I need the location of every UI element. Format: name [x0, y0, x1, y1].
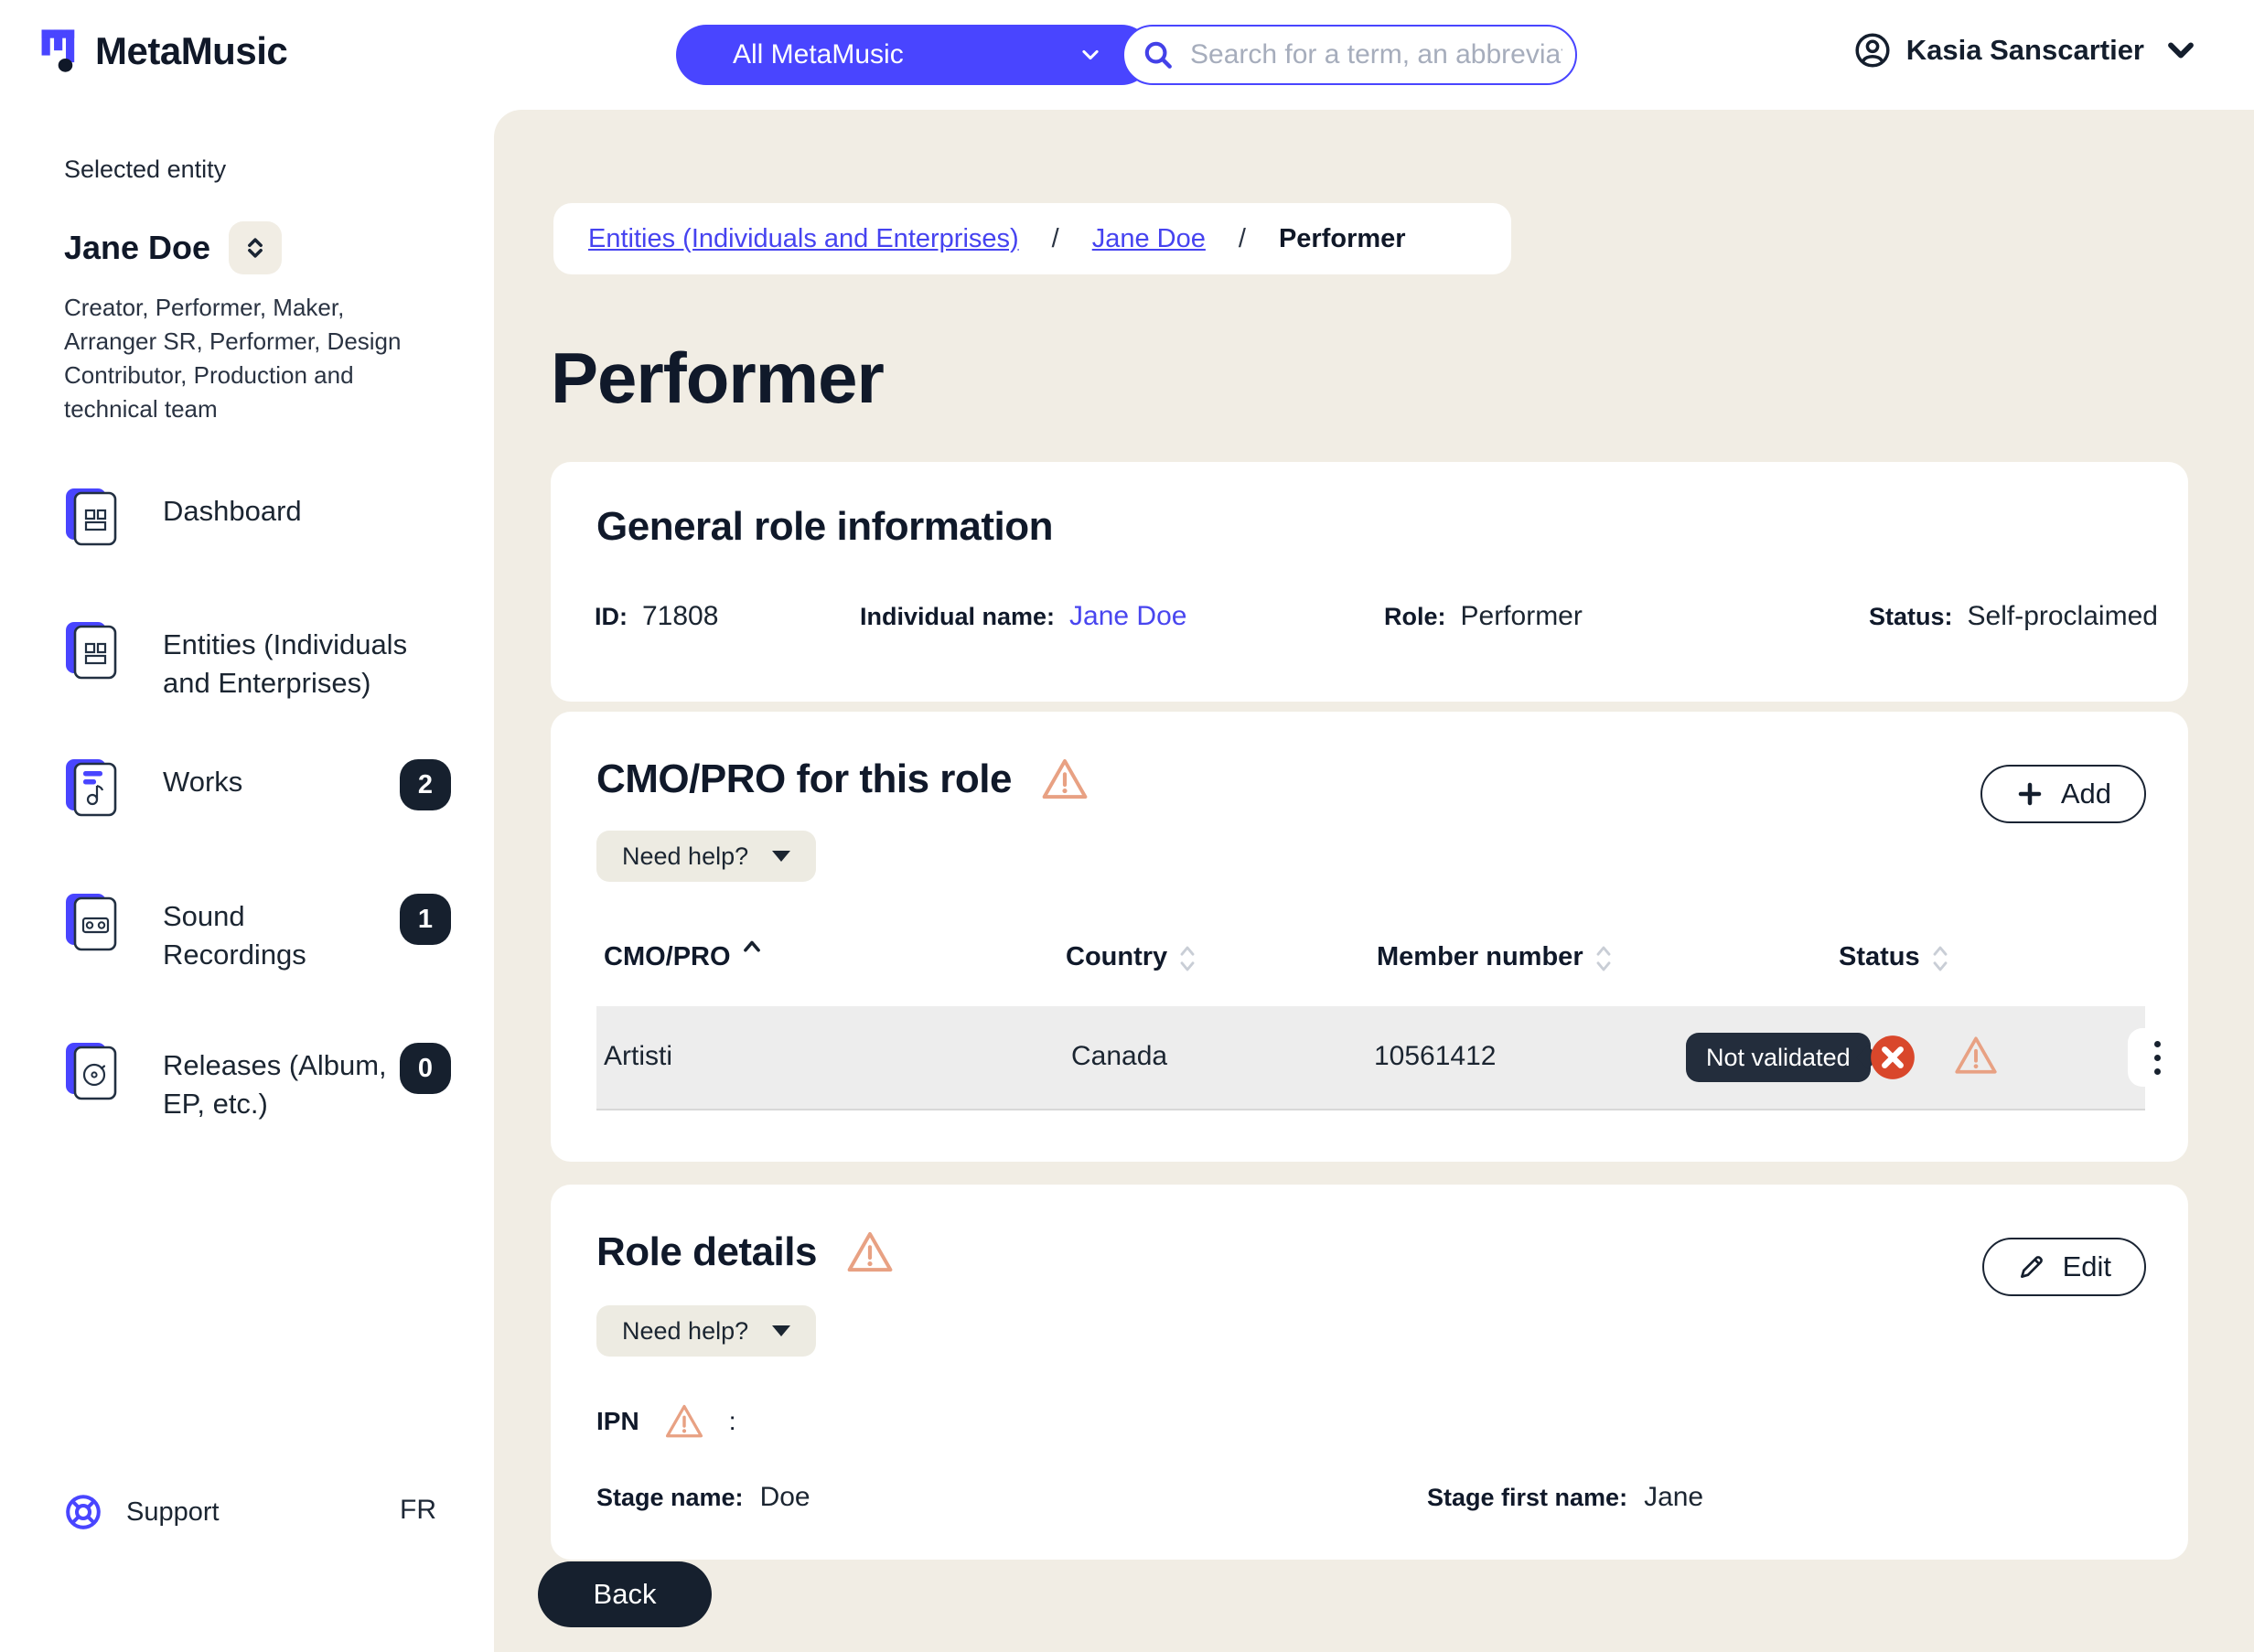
sidebar-item-works[interactable]: Works: [64, 756, 242, 824]
sidebar-item-releases[interactable]: Releases (Album, EP, etc.): [64, 1039, 424, 1123]
row-menu-button[interactable]: [2128, 1028, 2186, 1087]
breadcrumb-separator: /: [1238, 223, 1246, 253]
selected-entity-label: Selected entity: [64, 156, 227, 183]
sidebar-item-label: Releases (Album, EP, etc.): [163, 1049, 387, 1120]
warning-icon: [1039, 754, 1090, 805]
general-role-info-card: General role information ID: 71808 Indiv…: [551, 462, 2188, 702]
cmo-pro-title: CMO/PRO for this role: [596, 756, 1012, 801]
entities-icon: [64, 618, 121, 687]
ipn-label: IPN: [596, 1407, 639, 1435]
sort-icon: [1593, 942, 1615, 982]
field-individual-name: Individual name: Jane Doe: [860, 601, 1187, 631]
search-field-wrap: [1122, 25, 1577, 85]
works-icon: [64, 756, 121, 824]
breadcrumb-separator: /: [1051, 223, 1059, 253]
global-search-group: All MetaMusic: [676, 25, 1577, 85]
support-label: Support: [126, 1496, 220, 1527]
breadcrumb: Entities (Individuals and Enterprises) /…: [553, 203, 1511, 274]
selected-entity: Jane Doe: [64, 221, 283, 274]
brand-name: MetaMusic: [95, 28, 288, 72]
cell-country: Canada: [1071, 1041, 1168, 1071]
releases-icon: [64, 1039, 121, 1108]
brand-logo: MetaMusic: [38, 24, 288, 78]
table-row: Artisti Canada 10561412 Not validated: [596, 1006, 2186, 1110]
pencil-icon: [2017, 1252, 2046, 1282]
add-button[interactable]: Add: [1980, 765, 2146, 823]
sort-icon: [1929, 942, 1951, 982]
language-toggle[interactable]: FR: [400, 1495, 436, 1525]
stage-first-name-field: Stage first name: Jane: [1427, 1482, 1704, 1512]
warning-icon: [844, 1227, 896, 1278]
table-header-row: CMO/PRO Country Member number: [596, 937, 2146, 992]
breadcrumb-link-jane-doe[interactable]: Jane Doe: [1091, 223, 1206, 253]
cell-cmo-pro: Artisti: [604, 1041, 672, 1071]
column-header-country[interactable]: Country: [1066, 942, 1198, 982]
need-help-dropdown[interactable]: Need help?: [596, 1305, 817, 1357]
sound-recordings-count-badge: 1: [400, 894, 451, 945]
page-title: Performer: [551, 338, 885, 418]
sidebar-item-entities[interactable]: Entities (Individuals and Enterprises): [64, 618, 424, 703]
role-details-card: Role details Edit: [551, 1185, 2188, 1560]
plus-icon: [2015, 779, 2045, 809]
field-id: ID: 71808: [595, 601, 719, 631]
sidebar: Selected entity Jane Doe Creator, Perfor…: [0, 110, 494, 1652]
role-details-title: Role details: [596, 1229, 817, 1274]
user-menu[interactable]: Kasia Sanscartier: [1853, 31, 2197, 70]
cell-member-number: 10561412: [1374, 1041, 1497, 1071]
search-scope-value: All MetaMusic: [733, 39, 904, 70]
dashboard-icon: [64, 485, 121, 553]
ipn-field: IPN :: [596, 1400, 759, 1443]
chevron-down-icon: [2164, 37, 2197, 64]
life-ring-icon: [64, 1493, 102, 1531]
top-header: MetaMusic All MetaMusic: [0, 0, 2254, 110]
x-circle-icon: [1869, 1034, 1916, 1081]
cmo-pro-card: CMO/PRO for this role Add Need help?: [551, 712, 2188, 1162]
entity-switch-button[interactable]: [229, 221, 283, 274]
sort-asc-icon: [740, 933, 764, 963]
field-status: Status: Self-proclaimed: [1869, 601, 2158, 631]
search-scope-select[interactable]: All MetaMusic: [676, 25, 1152, 85]
chevron-down-icon: [1079, 43, 1102, 71]
caret-down-icon: [772, 1325, 791, 1336]
sidebar-item-dashboard[interactable]: Dashboard: [64, 485, 302, 553]
search-icon: [1141, 38, 1175, 72]
warning-icon: [663, 1400, 705, 1443]
search-input[interactable]: [1188, 38, 1564, 71]
user-name: Kasia Sanscartier: [1905, 34, 2144, 66]
metamusic-logo-icon: [38, 24, 80, 78]
entity-name: Jane Doe: [64, 229, 211, 266]
caret-down-icon: [772, 851, 791, 862]
sort-icon: [1176, 942, 1198, 982]
sidebar-item-label: Works: [163, 766, 243, 798]
status-badge: Not validated: [1686, 1033, 1916, 1082]
sidebar-item-label: Dashboard: [163, 495, 302, 527]
field-role: Role: Performer: [1384, 601, 1583, 631]
column-header-member-number[interactable]: Member number: [1377, 942, 1615, 982]
person-circle-icon: [1853, 31, 1892, 70]
sidebar-item-sound-recordings[interactable]: Sound Recordings: [64, 890, 346, 974]
column-header-status[interactable]: Status: [1839, 942, 1951, 982]
column-header-cmo-pro[interactable]: CMO/PRO: [604, 940, 764, 972]
breadcrumb-link-entities[interactable]: Entities (Individuals and Enterprises): [588, 223, 1019, 253]
works-count-badge: 2: [400, 759, 451, 810]
support-link[interactable]: Support: [64, 1493, 220, 1531]
general-info-title: General role information: [596, 504, 1053, 549]
ipn-separator: :: [728, 1407, 736, 1435]
sidebar-item-label: Entities (Individuals and Enterprises): [163, 628, 408, 699]
sidebar-item-label: Sound Recordings: [163, 900, 306, 971]
need-help-dropdown[interactable]: Need help?: [596, 831, 817, 882]
individual-name-link[interactable]: Jane Doe: [1069, 601, 1187, 631]
breadcrumb-current: Performer: [1278, 223, 1406, 253]
main-content: Entities (Individuals and Enterprises) /…: [494, 110, 2254, 1652]
sound-recordings-icon: [64, 890, 121, 959]
warning-icon: [1952, 1032, 2000, 1084]
releases-count-badge: 0: [400, 1043, 451, 1094]
back-button[interactable]: Back: [538, 1561, 712, 1627]
edit-button[interactable]: Edit: [1981, 1238, 2146, 1296]
stage-name-field: Stage name: Doe: [596, 1482, 810, 1512]
entity-roles-summary: Creator, Performer, Maker, Arranger SR, …: [64, 294, 402, 423]
